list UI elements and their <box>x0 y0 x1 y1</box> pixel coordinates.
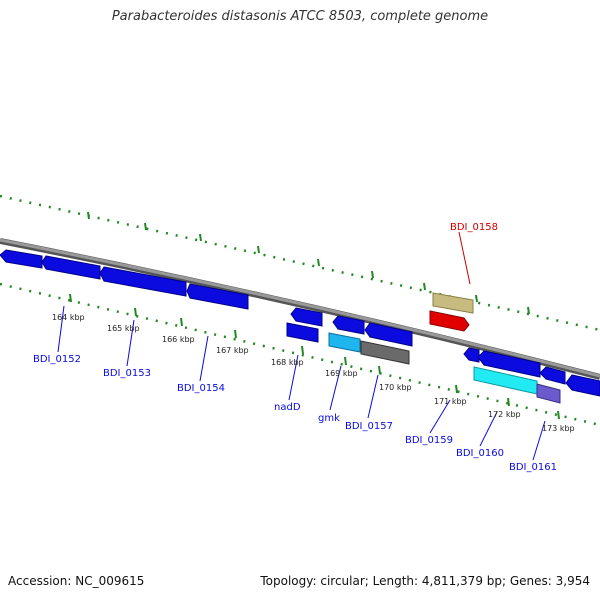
map-title: Parabacteroides distasonis ATCC 8503, co… <box>111 9 489 24</box>
tick-labels: 164 kbp 165 kbp 166 kbp 167 kbp 168 kbp … <box>52 313 575 433</box>
gene-block[interactable] <box>186 283 249 310</box>
tick-label: 172 kbp <box>488 410 521 419</box>
gene-label[interactable]: gmk <box>318 413 340 424</box>
gene-label[interactable]: BDI_0159 <box>405 435 453 446</box>
gene-block[interactable] <box>539 366 566 385</box>
gene-label[interactable]: BDI_0158 <box>450 222 498 233</box>
gene-label[interactable]: nadD <box>274 402 301 413</box>
tick-label: 169 kbp <box>325 369 358 378</box>
label-leaders <box>57 231 546 461</box>
gene-block[interactable] <box>0 249 43 269</box>
gene-label[interactable]: BDI_0153 <box>103 368 151 379</box>
gene-block[interactable] <box>290 307 323 327</box>
tick-label: 170 kbp <box>379 383 412 392</box>
accession-text: Accession: NC_009615 <box>8 574 145 588</box>
tick-label: 166 kbp <box>162 335 195 344</box>
gene-label[interactable]: BDI_0161 <box>509 462 557 473</box>
genome-backbone <box>0 238 600 380</box>
gene-block[interactable] <box>360 340 410 365</box>
gene-block[interactable] <box>286 322 319 343</box>
gene-block[interactable] <box>477 350 541 378</box>
gene-label[interactable]: BDI_0160 <box>456 448 504 459</box>
gene-labels: BDI_0152 BDI_0153 BDI_0154 nadD gmk BDI_… <box>33 222 557 473</box>
gene-block[interactable] <box>432 292 474 314</box>
gene-block[interactable] <box>463 347 480 363</box>
gene-block[interactable] <box>99 266 187 297</box>
tick-label: 164 kbp <box>52 313 85 322</box>
tick-label: 167 kbp <box>216 346 249 355</box>
major-tick-marks <box>69 211 560 420</box>
tick-label: 173 kbp <box>542 424 575 433</box>
gene-block[interactable] <box>364 322 413 347</box>
gene-label[interactable]: BDI_0154 <box>177 383 225 394</box>
gene-block[interactable] <box>536 383 561 404</box>
gene-label[interactable]: BDI_0152 <box>33 354 81 365</box>
gene-block[interactable] <box>565 374 600 397</box>
genome-summary-text: Topology: circular; Length: 4,811,379 bp… <box>260 574 590 588</box>
gene-block[interactable] <box>332 315 365 335</box>
gene-glyphs <box>0 249 600 404</box>
gene-block[interactable] <box>41 255 101 280</box>
gene-label[interactable]: BDI_0157 <box>345 421 393 432</box>
gene-block[interactable] <box>328 332 361 353</box>
gene-block[interactable] <box>429 310 470 332</box>
tick-label: 168 kbp <box>271 358 304 367</box>
tick-label: 165 kbp <box>107 324 140 333</box>
tick-label: 171 kbp <box>434 397 467 406</box>
